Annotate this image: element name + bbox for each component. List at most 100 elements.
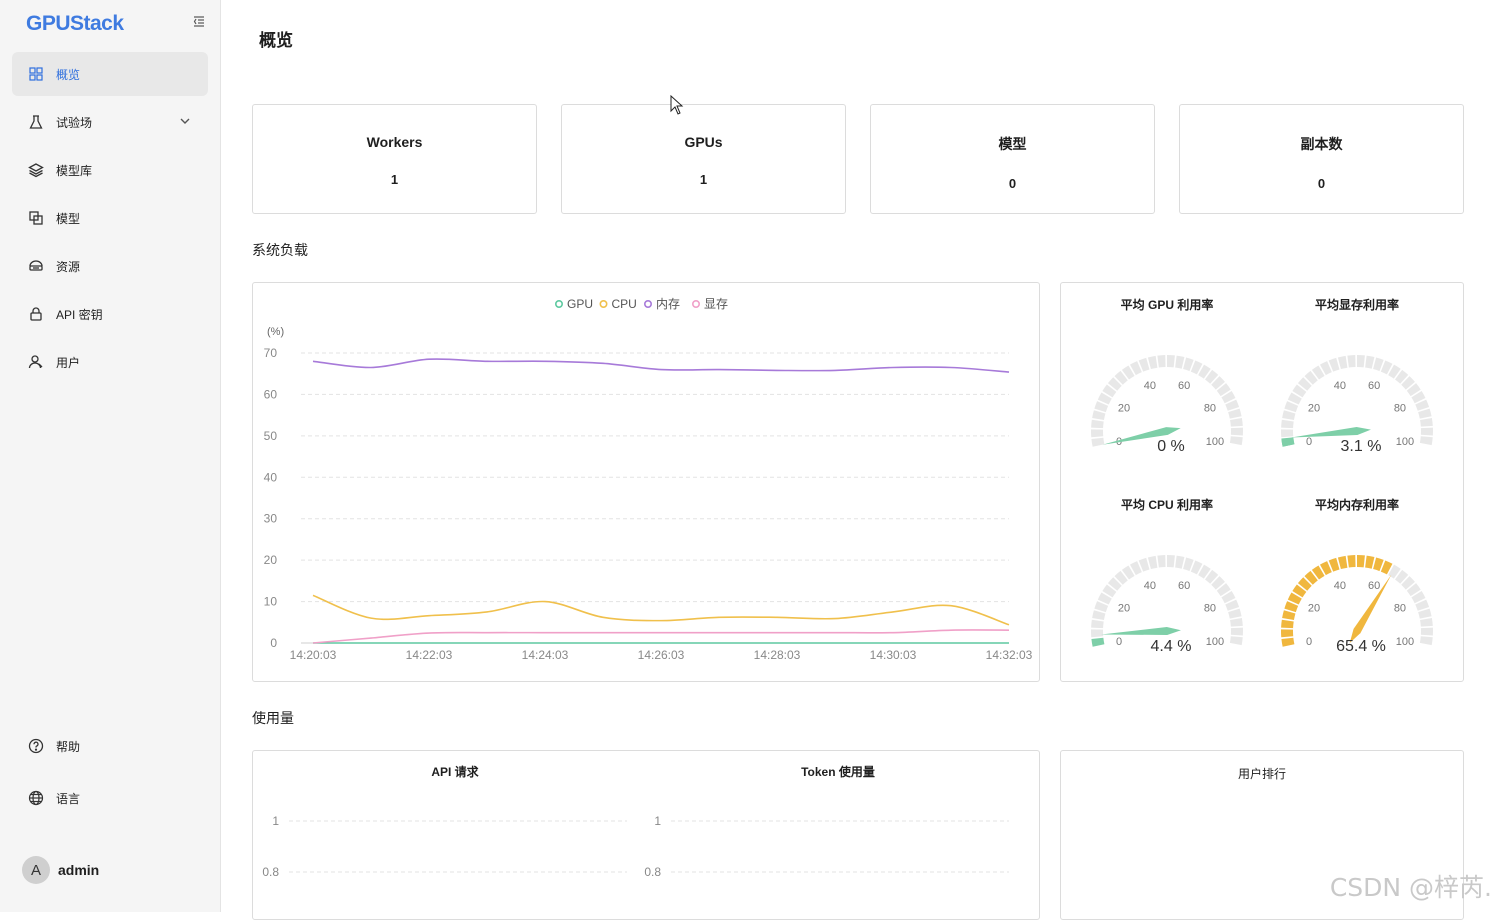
gauge-tick-label: 60 (1178, 580, 1190, 592)
gauge-tick-label: 40 (1144, 380, 1156, 392)
stat-value: 0 (1180, 176, 1463, 191)
gauge-segment (1420, 636, 1433, 645)
sidebar-item-playground[interactable]: 试验场 (12, 100, 208, 144)
gauge-segment (1091, 620, 1104, 628)
x-tick-label: 14:30:03 (870, 648, 917, 662)
stat-label: GPUs (562, 134, 845, 150)
sidebar-item-api-keys[interactable]: API 密钥 (12, 292, 208, 336)
sidebar: GPUStack 概览 试验场 模型库 模型 资源 (0, 0, 221, 912)
sidebar-item-models[interactable]: 模型 (12, 196, 208, 240)
dashboard-icon (28, 66, 44, 82)
mouse-cursor-icon (670, 95, 684, 120)
stat-value: 1 (562, 172, 845, 187)
gauge-value: 65.4 % (1336, 638, 1386, 655)
usage-chart-title: API 请求 (431, 764, 479, 779)
gauge-needle (1291, 427, 1371, 438)
gauge-segment (1230, 636, 1243, 645)
gauge-segment (1420, 436, 1433, 445)
watermark: CSDN @梓芮. (1330, 868, 1492, 904)
gauge-segment (1091, 429, 1103, 437)
gauge-tick-label: 0 (1306, 636, 1312, 648)
gauge-segment (1282, 610, 1295, 620)
sidebar-item-resources[interactable]: 资源 (12, 244, 208, 288)
y-tick-label: 40 (264, 470, 278, 484)
gauge-value: 3.1 % (1341, 438, 1382, 455)
gauge-tick-label: 80 (1394, 602, 1406, 614)
models-icon (28, 210, 44, 226)
stat-card-workers: Workers 1 (252, 104, 537, 214)
sidebar-item-model-catalog[interactable]: 模型库 (12, 148, 208, 192)
usage-title: 使用量 (252, 708, 294, 728)
sidebar-item-help[interactable]: 帮助 (12, 724, 208, 768)
gauge-segment (1092, 610, 1105, 620)
gauge-tick-label: 60 (1178, 380, 1190, 392)
gauge-tick-label: 20 (1118, 402, 1130, 414)
stat-card-models: 模型 0 (870, 104, 1155, 214)
resources-icon (28, 258, 44, 274)
gauge-tick-label: 100 (1396, 436, 1414, 448)
x-tick-label: 14:22:03 (406, 648, 453, 662)
gauge-tick-label: 40 (1144, 580, 1156, 592)
legend-label: CPU (612, 297, 637, 311)
gauge-tick-label: 80 (1204, 402, 1216, 414)
gauge-segment (1281, 620, 1294, 628)
gauge-segment (1157, 555, 1165, 567)
gauge-segment (1231, 628, 1243, 636)
sidebar-item-label: 模型 (56, 210, 80, 227)
gauge-tick-label: 20 (1308, 602, 1320, 614)
gauge-segment (1347, 555, 1355, 567)
brand-logo[interactable]: GPUStack (26, 12, 124, 36)
stat-label: 副本数 (1180, 134, 1463, 154)
y-tick-label: 0.8 (644, 865, 661, 879)
gauge-segment (1357, 555, 1365, 567)
stat-value: 1 (253, 172, 536, 187)
stat-card-gpus: GPUs 1 (561, 104, 846, 214)
lock-icon (28, 306, 44, 322)
sidebar-item-users[interactable]: 用户 (12, 340, 208, 384)
gauge-tick-label: 40 (1334, 580, 1346, 592)
gauge-segment (1420, 618, 1433, 627)
gauge-segment (1282, 410, 1295, 420)
gauge-segment (1420, 418, 1433, 427)
collapse-sidebar-icon[interactable] (192, 14, 208, 30)
gauge-tick-label: 0 (1306, 436, 1312, 448)
x-tick-label: 14:26:03 (638, 648, 685, 662)
sidebar-item-overview[interactable]: 概览 (12, 52, 208, 96)
usage-chart-title: Token 使用量 (801, 764, 875, 779)
series-line-内存 (313, 359, 1009, 372)
users-icon (28, 354, 44, 370)
stat-value: 0 (871, 176, 1154, 191)
gauge-segment (1421, 628, 1433, 636)
sidebar-item-language[interactable]: 语言 (12, 776, 208, 820)
user-menu[interactable]: A admin (22, 856, 99, 884)
gauge-segment (1091, 420, 1104, 428)
gauge-tick-label: 40 (1334, 380, 1346, 392)
legend-label: 显存 (704, 297, 728, 311)
user-rank-title: 用户排行 (1061, 765, 1463, 782)
gauge-tick-label: 60 (1368, 580, 1380, 592)
gauge-segment (1175, 356, 1184, 369)
gauge-segment (1230, 418, 1243, 427)
gauge-tick-label: 0 (1116, 636, 1122, 648)
y-tick-label: 20 (264, 553, 278, 567)
sidebar-item-label: 帮助 (56, 738, 80, 755)
gauge-segment (1357, 355, 1365, 367)
sidebar-item-label: 概览 (56, 66, 80, 83)
sidebar-item-label: 用户 (56, 354, 80, 371)
chevron-down-icon[interactable] (178, 114, 192, 128)
series-line-CPU (313, 595, 1009, 624)
y-tick-label: 0 (270, 636, 277, 650)
avatar[interactable]: A (22, 856, 50, 884)
gauge-tick-label: 60 (1368, 380, 1380, 392)
main-content: 概览 Workers 1 GPUs 1 模型 0 副本数 0 系统负载 (%)0… (221, 0, 1496, 912)
page-title: 概览 (259, 26, 293, 51)
sidebar-item-label: 资源 (56, 258, 80, 275)
y-tick-label: 30 (264, 512, 278, 526)
gauge-segment (1281, 638, 1294, 647)
legend-marker (556, 301, 562, 307)
gauge-segment (1281, 629, 1293, 637)
gauge-value: 4.4 % (1151, 638, 1192, 655)
